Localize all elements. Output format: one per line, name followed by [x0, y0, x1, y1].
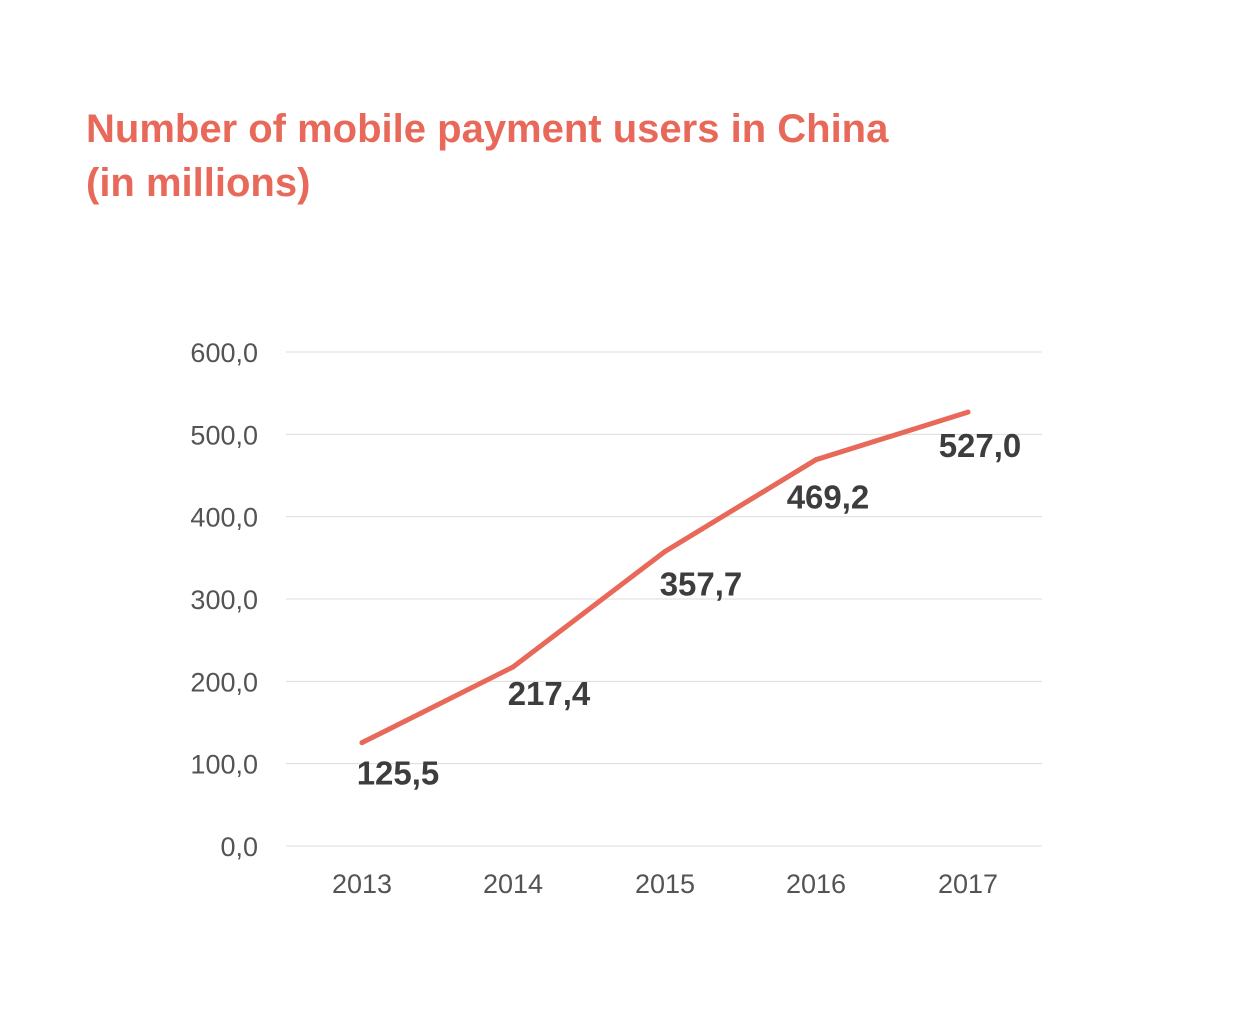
x-axis-tick-labels: 2013 2014 2015 2016 2017 — [332, 869, 998, 899]
x-tick-label: 2013 — [332, 869, 392, 899]
x-tick-label: 2015 — [635, 869, 695, 899]
y-tick-label: 600,0 — [190, 338, 258, 368]
gridlines — [286, 351, 1042, 847]
y-tick-label: 100,0 — [190, 750, 258, 780]
y-tick-label: 500,0 — [190, 420, 258, 450]
data-label: 217,4 — [508, 675, 591, 712]
data-label: 125,5 — [357, 755, 440, 792]
chart-title-line-2: (in millions) — [86, 161, 311, 205]
data-labels: 125,5 217,4 357,7 469,2 527,0 — [357, 427, 1022, 792]
y-tick-label: 300,0 — [190, 585, 258, 615]
chart-title: Number of mobile payment users in China … — [86, 102, 1086, 210]
data-label: 469,2 — [787, 479, 870, 516]
y-axis-tick-labels: 0,0 100,0 200,0 300,0 400,0 500,0 600,0 — [190, 338, 258, 862]
x-tick-label: 2014 — [483, 869, 543, 899]
data-point — [662, 548, 668, 554]
y-tick-label: 0,0 — [220, 832, 258, 862]
x-tick-label: 2016 — [786, 869, 846, 899]
data-point — [813, 457, 819, 463]
chart-title-line-1: Number of mobile payment users in China — [86, 107, 889, 151]
data-label: 357,7 — [660, 565, 743, 602]
y-tick-label: 200,0 — [190, 667, 258, 697]
data-point — [965, 409, 971, 415]
y-tick-label: 400,0 — [190, 503, 258, 533]
data-series — [359, 409, 971, 746]
data-label: 527,0 — [939, 427, 1022, 464]
data-point — [359, 740, 365, 746]
x-tick-label: 2017 — [938, 869, 998, 899]
data-point — [510, 664, 516, 670]
